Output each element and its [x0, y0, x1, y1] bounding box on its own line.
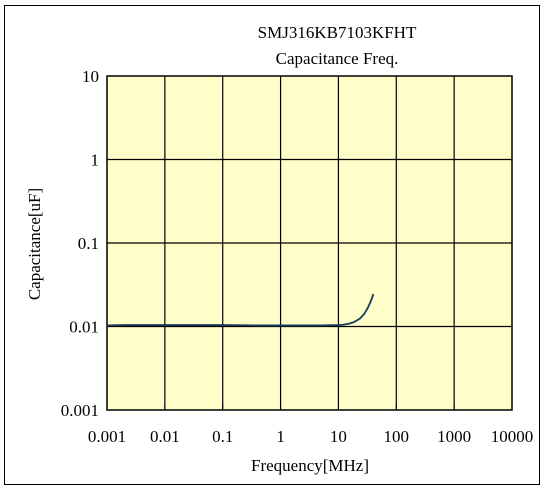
x-tick-label: 0.1 — [212, 427, 233, 446]
x-tick-label: 1000 — [437, 427, 471, 446]
x-axis-ticks: 0.001 0.01 0.1 1 10 100 1000 10000 — [88, 405, 533, 446]
x-axis-label: Frequency[MHz] — [251, 456, 369, 475]
x-tick-label: 1 — [276, 427, 285, 446]
chart-title: SMJ316KB7103KFHT — [258, 23, 417, 42]
x-tick-label: 100 — [384, 427, 410, 446]
x-tick-label: 0.001 — [88, 427, 126, 446]
y-axis-label: Capacitance[uF] — [25, 188, 44, 300]
chart-subtitle: Capacitance Freq. — [276, 49, 399, 68]
y-axis-ticks: 0.001 0.01 0.1 1 10 — [61, 67, 112, 420]
y-tick-label: 10 — [82, 67, 99, 86]
y-tick-label: 0.1 — [78, 234, 99, 253]
x-tick-label: 0.01 — [150, 427, 180, 446]
series-line — [106, 293, 375, 327]
grid-lines — [107, 76, 512, 410]
y-tick-label: 0.01 — [69, 318, 99, 337]
x-tick-label: 10000 — [491, 427, 534, 446]
y-tick-label: 1 — [91, 151, 100, 170]
x-tick-label: 10 — [330, 427, 347, 446]
y-tick-label: 0.001 — [61, 401, 99, 420]
